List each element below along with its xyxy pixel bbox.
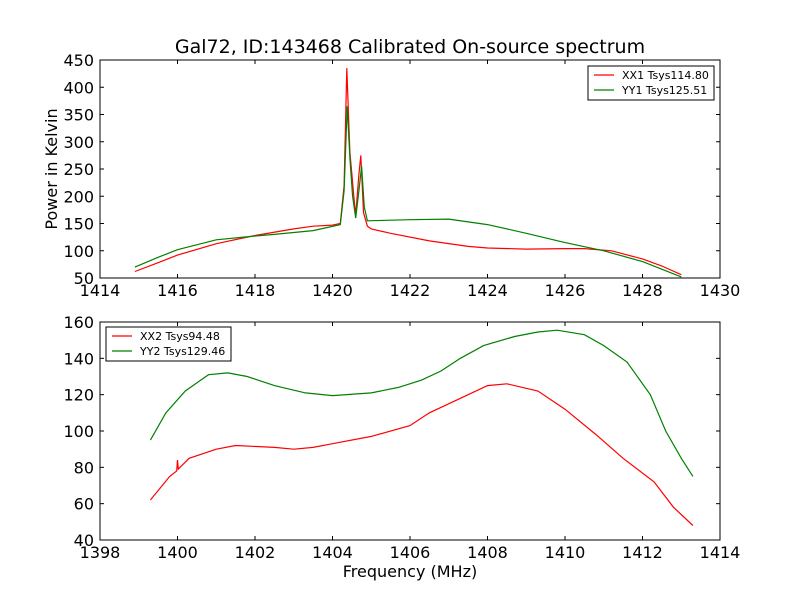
y-tick-label: 140 (63, 349, 94, 368)
series-line-yy2 (149, 329, 694, 477)
subplot-1: 1414 1416 1418 1420 1422 1424 1426 1428 1430 50 10… (42, 36, 740, 300)
x-tick-label: 1406 (390, 543, 431, 562)
legend-label: XX2 Tsys94.48 (140, 330, 220, 343)
y-tick-label: 60 (74, 495, 94, 514)
y-tick-label: 150 (63, 215, 94, 234)
y-tick-label: 300 (63, 133, 94, 152)
x-tick-label: 1430 (700, 281, 741, 300)
x-tick-label: 1428 (622, 281, 663, 300)
x-tick-label: 1398 (80, 543, 121, 562)
series-line-xx1 (134, 68, 682, 276)
x-tick-label: 1408 (467, 543, 508, 562)
x-tick-label: 1410 (545, 543, 586, 562)
y-tick-label: 40 (74, 531, 94, 550)
legend-label: YY2 Tsys129.46 (139, 345, 225, 358)
x-tick-label: 1400 (157, 543, 198, 562)
x-tick-label: 1418 (235, 281, 276, 300)
subplot-2: 1398 1400 1402 1404 1406 1408 1410 1412 1414 40 60… (63, 313, 740, 581)
x-axis-label: Frequency (MHz) (343, 562, 477, 581)
x-tick-label: 1424 (467, 281, 508, 300)
y-tick-label: 50 (74, 269, 94, 288)
x-tick-label: 1420 (312, 281, 353, 300)
legend-box (587, 65, 715, 101)
legend: XX2 Tsys94.48 YY2 Tsys129.46 (105, 326, 232, 362)
legend-box (105, 326, 232, 362)
x-tick-label: 1426 (545, 281, 586, 300)
x-tick-label: 1404 (312, 543, 353, 562)
y-tick-label: 400 (63, 78, 94, 97)
chart-title: Gal72, ID:143468 Calibrated On-source sp… (175, 36, 645, 58)
series-line-yy1 (134, 106, 682, 278)
x-tick-label: 1402 (235, 543, 276, 562)
x-tick-label: 1414 (80, 281, 121, 300)
legend-label: XX1 Tsys114.80 (622, 69, 709, 82)
y-tick-label: 100 (63, 422, 94, 441)
legend-label: YY1 Tsys125.51 (621, 84, 707, 97)
y-tick-label: 80 (74, 458, 94, 477)
y-tick-label: 250 (63, 160, 94, 179)
y-tick-label: 350 (63, 106, 94, 125)
x-tick-label: 1412 (622, 543, 663, 562)
y-tick-label: 450 (63, 51, 94, 70)
y-tick-label: 200 (63, 187, 94, 206)
series-line-xx2 (149, 383, 694, 526)
legend: XX1 Tsys114.80 YY1 Tsys125.51 (587, 65, 715, 101)
x-tick-label: 1414 (700, 543, 741, 562)
x-tick-label: 1416 (157, 281, 198, 300)
y-tick-label: 160 (63, 313, 94, 332)
y-tick-label: 100 (63, 242, 94, 261)
x-tick-label: 1422 (390, 281, 431, 300)
y-axis-label: Power in Kelvin (42, 108, 61, 229)
y-tick-label: 120 (63, 386, 94, 405)
